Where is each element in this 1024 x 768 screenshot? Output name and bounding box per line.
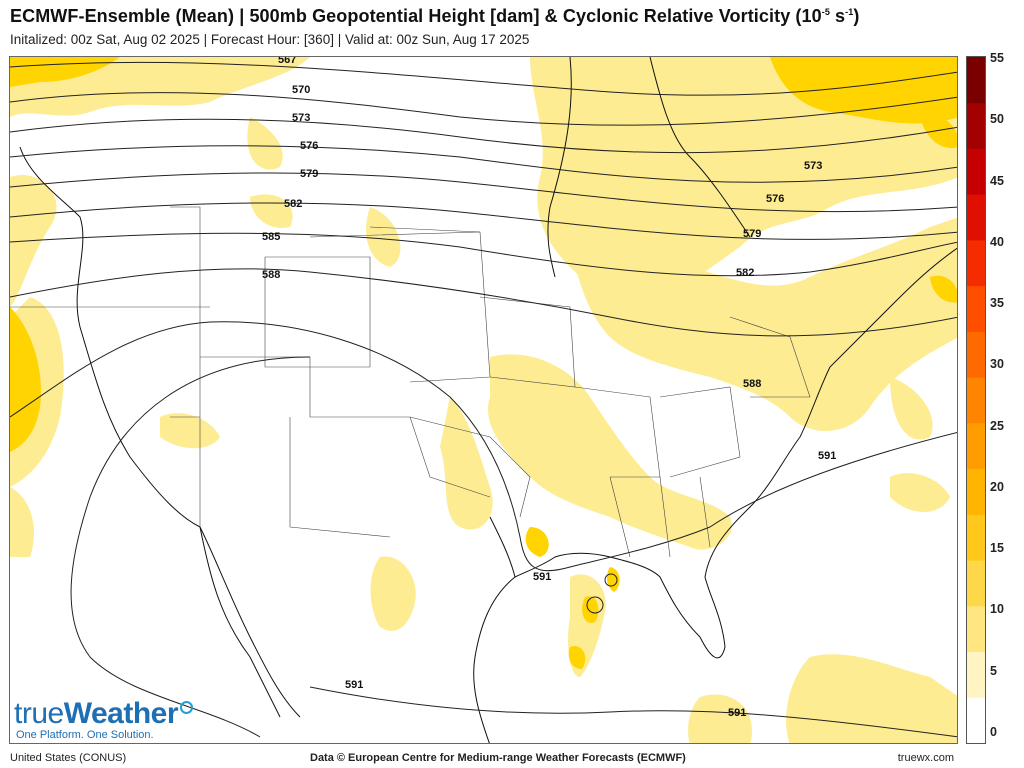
colorbar-tick-label: 0 (990, 725, 997, 739)
contour-label: 582 (736, 267, 754, 279)
colorbar-swatch (967, 239, 985, 287)
colorbar-tick-label: 35 (990, 296, 1004, 311)
colorbar-swatch (967, 697, 985, 743)
colorbar-swatch (967, 514, 985, 561)
colorbar-tick-label: 30 (990, 357, 1004, 372)
contour-label: 576 (766, 193, 784, 205)
contour-label: 573 (292, 112, 310, 124)
contour-label: 588 (262, 269, 280, 281)
chart-subtitle: Initalized: 00z Sat, Aug 02 2025 | Forec… (10, 32, 530, 47)
chart-title: ECMWF-Ensemble (Mean) | 500mb Geopotenti… (10, 6, 860, 26)
colorbar-swatch (967, 560, 985, 607)
colorbar-swatch (967, 194, 985, 241)
contour-label: 591 (818, 450, 836, 462)
contour-label: 567 (278, 57, 296, 66)
contour-label: 579 (300, 168, 318, 180)
contour-label: 576 (300, 140, 318, 152)
colorbar-swatch (967, 331, 985, 378)
colorbar-tick-label: 15 (990, 541, 1004, 556)
colorbar-swatch (967, 57, 985, 104)
colorbar-swatch (967, 285, 985, 332)
colorbar-swatch (967, 422, 985, 470)
map-canvas: 567 570 573 576 579 582 585 588 573 576 … (10, 57, 957, 743)
colorbar-swatch (967, 651, 985, 698)
footer-attribution: Data © European Centre for Medium-range … (310, 752, 686, 764)
colorbar-tick-label: 50 (990, 112, 1004, 127)
colorbar-swatch (967, 148, 985, 195)
logo-dot-icon (180, 701, 194, 714)
vorticity-shading-strong (10, 57, 957, 669)
coastlines (19, 57, 957, 743)
contour-label: 591 (345, 679, 363, 691)
colorbar-tick-label: 10 (990, 602, 1004, 617)
colorbar-tick-label: 55 (990, 51, 1004, 65)
colorbar-swatch (967, 102, 985, 149)
trueweather-logo: trueWeather One Platform. One Solution. (14, 699, 194, 741)
footer-site[interactable]: truewx.com (897, 752, 954, 764)
vorticity-colorbar (966, 56, 986, 744)
colorbar-tick-label: 20 (990, 479, 1004, 494)
contour-label: 570 (292, 84, 310, 96)
contour-label: 579 (743, 228, 761, 240)
colorbar-tick-label: 5 (990, 663, 997, 678)
contour-label: 588 (743, 378, 761, 390)
colorbar-swatch (967, 605, 985, 653)
colorbar-gradient (967, 57, 985, 743)
contour-labels: 567 570 573 576 579 582 585 588 573 576 … (262, 57, 836, 719)
colorbar-swatch (967, 377, 985, 424)
contour-label: 591 (533, 571, 551, 583)
height-contours (10, 61, 957, 738)
contour-label: 582 (284, 198, 302, 210)
contour-label: 591 (728, 707, 746, 719)
colorbar-tick-label: 40 (990, 234, 1004, 249)
colorbar-swatch (967, 468, 985, 515)
vorticity-shading (10, 57, 957, 743)
contour-label: 573 (804, 160, 822, 172)
contour-label: 585 (262, 231, 280, 243)
colorbar-tick-label: 25 (990, 418, 1004, 433)
footer-region: United States (CONUS) (10, 752, 127, 764)
weather-map[interactable]: 567 570 573 576 579 582 585 588 573 576 … (9, 56, 958, 744)
colorbar-tick-label: 45 (990, 173, 1004, 188)
